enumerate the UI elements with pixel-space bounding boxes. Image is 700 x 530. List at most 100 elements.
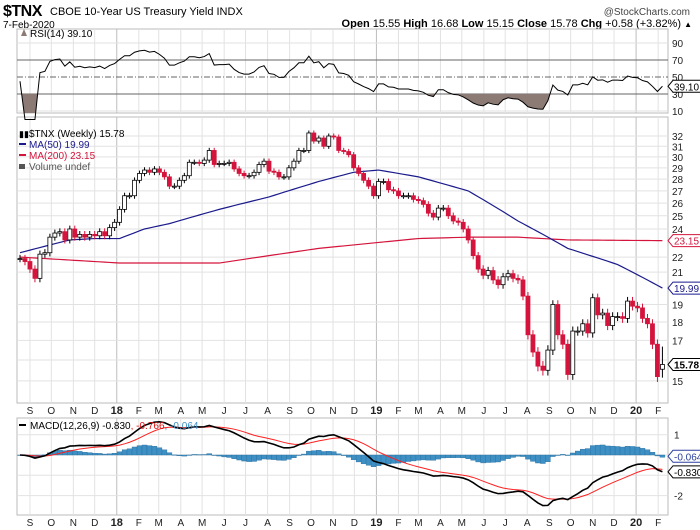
macd-histogram-bar	[360, 454, 367, 465]
candle-body	[490, 270, 496, 281]
candle-body	[92, 234, 98, 237]
x-axis-label: M	[458, 406, 466, 417]
candle-body	[610, 316, 616, 326]
candle	[460, 219, 466, 233]
candle	[580, 319, 586, 336]
candle	[550, 300, 556, 356]
candle	[206, 147, 212, 163]
up-arrow-icon: ▲	[684, 20, 692, 29]
macd-histogram-bar	[430, 454, 437, 461]
candle-body	[625, 300, 630, 319]
low-value: 15.15	[486, 18, 515, 30]
macd-histogram-bar	[326, 451, 332, 456]
candle-body	[256, 164, 262, 173]
macd-histogram-bar	[659, 454, 666, 458]
candle-body	[52, 232, 58, 238]
brand-watermark[interactable]: @StockCharts.com	[603, 7, 690, 18]
candle-body	[455, 220, 461, 223]
candle	[510, 269, 516, 283]
macd-histogram-bar	[216, 454, 222, 457]
x-axis-label: J	[243, 518, 248, 529]
candle-body	[42, 252, 48, 255]
macd-histogram-bar	[525, 454, 531, 460]
candle	[221, 160, 227, 167]
candle	[166, 174, 172, 190]
macd-histogram-bar	[644, 449, 651, 456]
price-tick-label: 26	[672, 199, 684, 210]
candle-body	[585, 323, 591, 334]
candle	[495, 276, 501, 289]
candle	[605, 308, 611, 331]
close-value: 15.78	[550, 18, 578, 30]
candle	[201, 157, 207, 167]
candle	[82, 231, 88, 241]
macd-histogram-bar	[186, 454, 193, 456]
volume-legend-icon	[19, 164, 25, 169]
x-axis-label: M	[155, 518, 163, 529]
x-axis-label: O	[307, 406, 315, 417]
macd-histogram-bar	[540, 454, 546, 464]
candle	[411, 192, 416, 203]
candle-body	[47, 236, 53, 254]
macd-histogram-tag: -0.064	[674, 452, 700, 463]
candle	[226, 159, 232, 167]
macd-histogram-bar	[505, 454, 511, 459]
candle-body	[425, 203, 431, 214]
candle-body	[341, 150, 347, 152]
candle-body	[147, 169, 152, 173]
candle	[266, 158, 272, 175]
open-value: 15.55	[372, 18, 401, 30]
main-legend-item: MA(200) 23.15	[29, 151, 96, 162]
macd-histogram-bar	[266, 454, 272, 460]
x-axis-label: D	[610, 406, 617, 417]
x-axis-label: J	[243, 406, 248, 417]
candle	[366, 177, 372, 190]
candle	[331, 133, 337, 140]
candle	[132, 177, 137, 199]
x-axis-label: 19	[370, 517, 382, 529]
macd-histogram-bar	[291, 454, 297, 458]
x-axis-label: O	[567, 406, 575, 417]
candle	[321, 135, 327, 149]
high-value: 16.68	[430, 18, 459, 30]
macd-histogram-bar	[161, 449, 168, 456]
candle-body	[530, 334, 536, 353]
candle-body	[485, 270, 491, 276]
candle-body	[505, 273, 511, 278]
macd-histogram-bar	[510, 454, 516, 458]
candle	[241, 170, 247, 179]
macd-histogram-bar	[276, 454, 282, 461]
candle	[157, 166, 162, 176]
candle-body	[510, 273, 516, 279]
macd-histogram-bar	[246, 454, 252, 462]
price-tick-label: 25	[672, 212, 684, 223]
candle-legend-icon: ▮▮	[19, 129, 29, 139]
candle-body	[565, 343, 571, 375]
candle-body	[396, 190, 401, 197]
candle-body	[142, 169, 147, 174]
macd-histogram-bar	[116, 451, 123, 456]
candle-body	[440, 207, 446, 210]
macd-histogram-bar	[126, 448, 133, 456]
price-tick-label: 19	[672, 300, 684, 311]
x-axis-label: N	[329, 518, 336, 529]
candle	[281, 174, 287, 180]
x-axis-label: S	[546, 518, 553, 529]
candle-body	[286, 167, 292, 178]
x-axis-label: M	[198, 406, 206, 417]
macd-histogram-bar	[629, 446, 636, 456]
candle-body	[201, 159, 207, 164]
macd-histogram-bar	[101, 453, 108, 456]
candle-body	[216, 162, 222, 165]
macd-histogram-bar	[609, 445, 616, 456]
candle	[465, 225, 471, 244]
candle	[575, 326, 581, 336]
x-axis-label: O	[567, 518, 575, 529]
macd-histogram-bar	[87, 452, 93, 456]
candle	[635, 301, 640, 313]
macd-histogram-bar	[555, 454, 561, 456]
candle	[520, 276, 526, 301]
candle	[640, 303, 645, 323]
rsi-tick-label: 30	[672, 90, 684, 101]
